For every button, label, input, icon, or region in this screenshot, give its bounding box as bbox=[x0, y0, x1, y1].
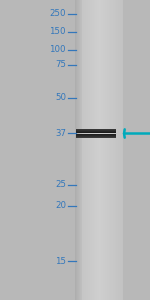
Bar bbox=[79, 0, 80, 300]
Bar bbox=[110, 0, 111, 300]
Bar bbox=[113, 0, 114, 300]
Bar bbox=[76, 0, 77, 300]
Bar bbox=[118, 0, 119, 300]
Text: 15: 15 bbox=[55, 256, 66, 266]
Bar bbox=[77, 0, 78, 300]
Bar bbox=[97, 0, 98, 300]
Bar bbox=[90, 0, 91, 300]
Bar bbox=[120, 0, 121, 300]
Bar bbox=[121, 0, 122, 300]
Text: 50: 50 bbox=[55, 93, 66, 102]
Bar bbox=[87, 0, 88, 300]
Bar bbox=[112, 0, 113, 300]
Bar bbox=[116, 0, 117, 300]
Text: 37: 37 bbox=[55, 129, 66, 138]
Bar bbox=[111, 0, 112, 300]
Bar bbox=[92, 0, 93, 300]
Bar bbox=[81, 0, 82, 300]
Bar bbox=[104, 0, 105, 300]
Bar bbox=[93, 0, 94, 300]
Bar bbox=[99, 0, 100, 300]
Bar bbox=[109, 0, 110, 300]
Bar bbox=[88, 0, 89, 300]
Bar bbox=[114, 0, 115, 300]
Bar bbox=[75, 0, 76, 300]
Bar bbox=[83, 0, 84, 300]
Bar bbox=[79, 0, 80, 300]
Bar bbox=[119, 0, 120, 300]
Bar bbox=[122, 0, 123, 300]
Bar bbox=[115, 0, 116, 300]
Text: 20: 20 bbox=[55, 201, 66, 210]
Bar bbox=[76, 0, 77, 300]
Bar bbox=[86, 0, 87, 300]
Bar bbox=[89, 0, 90, 300]
Bar bbox=[80, 0, 81, 300]
Bar bbox=[80, 0, 81, 300]
Text: 25: 25 bbox=[55, 180, 66, 189]
Bar bbox=[96, 0, 97, 300]
Bar bbox=[102, 0, 103, 300]
Text: 75: 75 bbox=[55, 60, 66, 69]
Bar bbox=[77, 0, 78, 300]
Bar bbox=[81, 0, 82, 300]
Text: 150: 150 bbox=[50, 27, 66, 36]
Bar bbox=[78, 0, 79, 300]
Bar bbox=[95, 0, 96, 300]
Bar bbox=[108, 0, 109, 300]
Bar bbox=[82, 0, 83, 300]
Bar bbox=[91, 0, 92, 300]
Bar bbox=[78, 0, 79, 300]
Bar bbox=[100, 0, 101, 300]
Bar bbox=[117, 0, 118, 300]
Bar bbox=[75, 0, 76, 300]
Bar bbox=[106, 0, 107, 300]
Bar bbox=[94, 0, 95, 300]
Bar bbox=[105, 0, 106, 300]
Bar bbox=[85, 0, 86, 300]
Bar bbox=[103, 0, 104, 300]
Bar bbox=[101, 0, 102, 300]
Bar bbox=[107, 0, 108, 300]
Bar bbox=[98, 0, 99, 300]
Text: 250: 250 bbox=[50, 9, 66, 18]
Bar bbox=[84, 0, 85, 300]
Text: 100: 100 bbox=[50, 45, 66, 54]
